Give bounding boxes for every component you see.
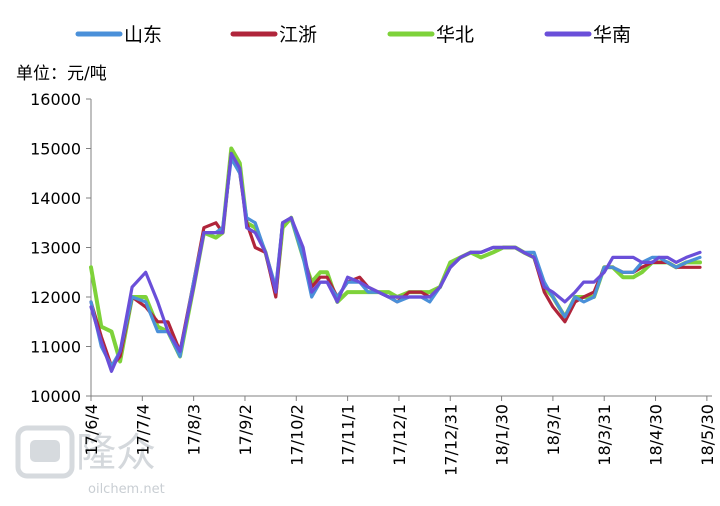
- watermark-site: oilchem.net: [88, 482, 165, 497]
- watermark-logo: 隆众 oilchem.net: [15, 425, 165, 497]
- legend: 山东 江浙 华北 华南: [75, 24, 631, 46]
- series-line-2: [89, 146, 702, 364]
- x-tick-label: 17/10/2: [287, 404, 306, 466]
- y-tick-label: 15000: [30, 140, 81, 159]
- x-tick-label: 18/1/30: [493, 404, 512, 466]
- x-tick-label: 17/11/1: [339, 404, 358, 466]
- y-tick-label: 10000: [30, 387, 81, 406]
- y-tick-label: 11000: [30, 338, 81, 357]
- watermark-brand: 隆众: [76, 430, 156, 476]
- legend-label-0: 山东: [124, 24, 162, 46]
- y-tick-label: 16000: [30, 90, 81, 109]
- x-tick-label: 17/12/31: [441, 404, 460, 476]
- x-tick-label: 17/6/4: [82, 404, 101, 456]
- y-tick-label: 13000: [30, 239, 81, 258]
- legend-label-1: 江浙: [279, 24, 317, 46]
- x-tick-label: 17/12/1: [390, 404, 409, 466]
- series-lines: [89, 146, 702, 373]
- watermark-logo-mark: [15, 425, 75, 479]
- legend-label-3: 华南: [593, 24, 631, 46]
- axes: 10000 11000 12000 13000 14000 15000 16000 17/6/…: [30, 90, 717, 476]
- x-tick-label: 18/5/30: [698, 404, 717, 466]
- legend-label-2: 华北: [436, 24, 474, 46]
- x-tick-label: 18/3/31: [595, 404, 614, 466]
- x-tick-label: 18/3/1: [544, 404, 563, 456]
- x-tick-label: 17/8/3: [185, 404, 204, 456]
- x-tick-label: 17/9/2: [236, 404, 255, 456]
- watermark-logo-mark-inner: [30, 440, 60, 462]
- unit-label: 单位：元/吨: [16, 64, 107, 84]
- x-tick-label: 18/4/30: [647, 404, 666, 466]
- x-tick-label: 17/7/4: [133, 404, 152, 456]
- series-line-3: [89, 151, 702, 373]
- y-tick-label: 12000: [30, 288, 81, 307]
- y-tick-label: 14000: [30, 189, 81, 208]
